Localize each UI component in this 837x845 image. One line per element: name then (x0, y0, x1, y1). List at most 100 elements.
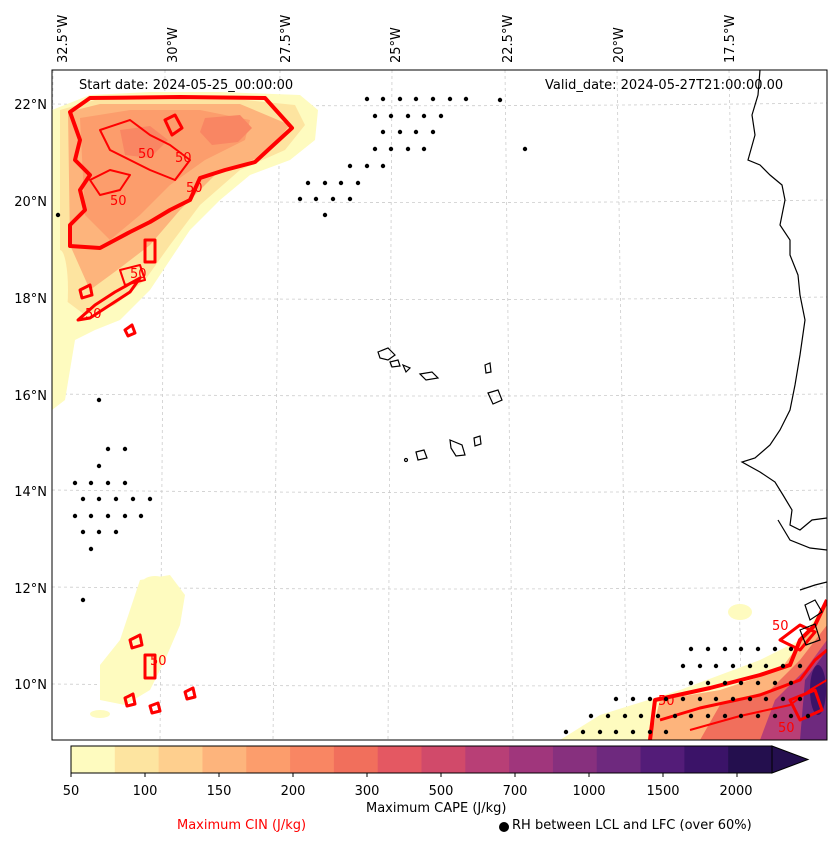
rh-dot (738, 713, 744, 719)
colorbar-frame (70, 745, 773, 774)
colorbar-segment (158, 746, 204, 773)
rh-dot (297, 196, 303, 202)
valid-date-label: Valid_date: 2024-05-27T21:00:00.00 (545, 78, 784, 93)
rh-dot (463, 96, 469, 102)
colorbar-tick: 1000 (572, 784, 606, 799)
rh-dot (364, 163, 370, 169)
rh-dot (705, 646, 711, 652)
colorbar-segment (290, 746, 335, 773)
rh-dot (630, 696, 636, 702)
rh-dot (688, 713, 694, 719)
start-date-label: Start date: 2024-05-25_00:00:00 (79, 78, 294, 93)
rh-dot (705, 713, 711, 719)
lat-label: 12°N (14, 582, 47, 597)
rh-dot (663, 729, 669, 735)
contour-label: 50 (658, 694, 675, 709)
rh-dot (72, 480, 78, 486)
rh-dot (647, 729, 653, 735)
rh-dot (738, 646, 744, 652)
rh-dot (797, 663, 803, 669)
colorbar-tick: 200 (280, 784, 306, 799)
contour-label: 50 (85, 307, 102, 322)
colorbar-tick: 2000 (719, 784, 753, 799)
rh-dot (680, 696, 686, 702)
rh-dot (797, 696, 803, 702)
rh-dot (588, 713, 594, 719)
colorbar-segment (202, 746, 247, 773)
rh-dot (80, 597, 86, 603)
colorbar-tick: 150 (206, 784, 232, 799)
rh-dot (580, 729, 586, 735)
rh-dot (130, 496, 136, 502)
contour-label: 50 (778, 721, 795, 736)
lat-label: 14°N (14, 485, 47, 500)
rh-dot (355, 180, 361, 186)
rh-dot (680, 663, 686, 669)
rh-dot (672, 713, 678, 719)
rh-dot (88, 513, 94, 519)
rh-dot (430, 96, 436, 102)
lon-label: 32.5°W (56, 15, 71, 63)
rh-dot (96, 397, 102, 403)
rh-dot (96, 496, 102, 502)
colorbar-tick: 300 (354, 784, 380, 799)
contour-label: 50 (772, 619, 789, 634)
rh-dot (405, 146, 411, 152)
rh-dot (113, 529, 119, 535)
lon-label: 27.5°W (279, 15, 294, 63)
rh-dot (88, 546, 94, 552)
rh-dot (697, 663, 703, 669)
rh-dot (647, 696, 653, 702)
rh-dot (522, 146, 528, 152)
rh-dot (730, 696, 736, 702)
contour-label: 50 (110, 194, 127, 209)
rh-dot (96, 463, 102, 469)
rh-dot (80, 529, 86, 535)
rh-dot (755, 680, 761, 686)
lat-label: 16°N (14, 389, 47, 404)
colorbar-segment (509, 746, 554, 773)
rh-dot (380, 163, 386, 169)
rh-dot (722, 646, 728, 652)
cape-colorbar (70, 745, 810, 777)
contour-label: 50 (175, 151, 192, 166)
rh-dot (105, 446, 111, 452)
rh-dot (613, 729, 619, 735)
rh-dot (380, 96, 386, 102)
lon-label: 30°W (166, 27, 181, 63)
rh-dot (138, 513, 144, 519)
rh-dot (805, 713, 811, 719)
colorbar-segment (71, 746, 116, 773)
colorbar-segment (114, 746, 160, 773)
rh-dot (722, 713, 728, 719)
rh-dot (372, 146, 378, 152)
rh-dot (380, 129, 386, 135)
rh-dot (780, 663, 786, 669)
rh-dot (705, 680, 711, 686)
rh-dot (80, 496, 86, 502)
contour-label: 50 (130, 267, 147, 282)
rh-dot (388, 113, 394, 119)
rh-dot (421, 146, 427, 152)
rh-dot (438, 113, 444, 119)
colorbar-segment (333, 746, 379, 773)
rh-dot (763, 663, 769, 669)
rh-dot (788, 646, 794, 652)
lon-label: 20°W (612, 27, 627, 63)
rh-dot (563, 729, 569, 735)
rh-dot (738, 680, 744, 686)
rh-dot (788, 680, 794, 686)
lon-label: 17.5°W (723, 15, 738, 63)
rh-dot (497, 97, 503, 103)
rh-dot (322, 212, 328, 218)
colorbar-segment (421, 746, 466, 773)
rh-dot (763, 696, 769, 702)
colorbar-segment (377, 746, 423, 773)
rh-dot (755, 646, 761, 652)
rh-dot (96, 529, 102, 535)
colorbar-segment (246, 746, 291, 773)
rh-dot (413, 96, 419, 102)
colorbar-tick: 500 (428, 784, 454, 799)
rh-dots (55, 96, 811, 735)
